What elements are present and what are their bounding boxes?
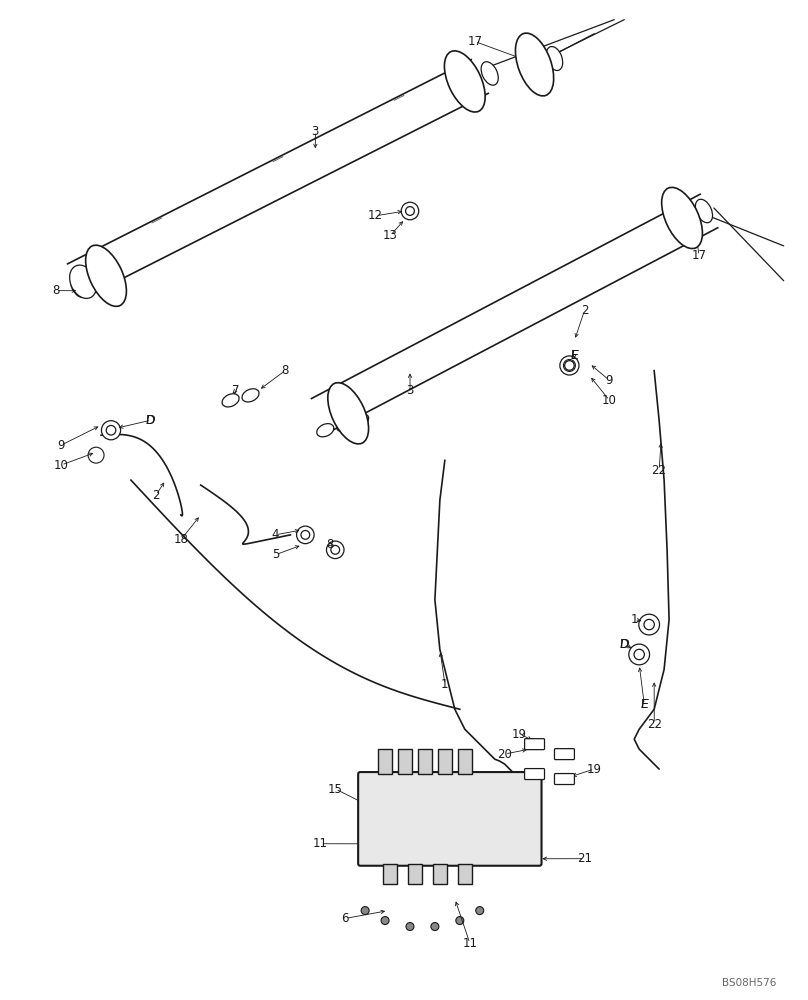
Ellipse shape [86, 245, 126, 306]
Text: 9: 9 [57, 439, 65, 452]
Ellipse shape [337, 419, 354, 432]
Text: 9: 9 [605, 374, 613, 387]
Text: D: D [620, 638, 629, 651]
Ellipse shape [671, 201, 693, 235]
Text: 11: 11 [462, 937, 478, 950]
Text: D: D [620, 638, 629, 651]
Circle shape [326, 541, 344, 559]
FancyBboxPatch shape [554, 774, 574, 785]
Ellipse shape [242, 389, 259, 402]
Ellipse shape [351, 414, 368, 427]
Text: E: E [570, 349, 579, 362]
Text: 6: 6 [342, 912, 349, 925]
Text: E: E [570, 349, 578, 362]
Text: 13: 13 [383, 229, 398, 242]
Text: 22: 22 [651, 464, 667, 477]
Ellipse shape [317, 424, 334, 437]
Text: 22: 22 [646, 718, 662, 731]
Text: 19: 19 [587, 763, 602, 776]
Text: 2: 2 [152, 489, 160, 502]
Bar [378, 749, 392, 774]
Text: D: D [146, 414, 156, 427]
Circle shape [639, 614, 659, 635]
Text: 20: 20 [497, 773, 512, 786]
Text: 19: 19 [512, 728, 527, 741]
Text: 7: 7 [232, 384, 239, 397]
Ellipse shape [95, 259, 117, 292]
Ellipse shape [662, 187, 702, 249]
Ellipse shape [481, 62, 499, 85]
Text: 1: 1 [630, 613, 638, 626]
Ellipse shape [546, 47, 562, 71]
Circle shape [431, 923, 439, 931]
Text: 4: 4 [271, 528, 280, 541]
FancyBboxPatch shape [358, 772, 541, 866]
Bar [433, 864, 447, 884]
Bar [458, 749, 472, 774]
Text: 7: 7 [347, 409, 354, 422]
Text: 8: 8 [282, 364, 289, 377]
Circle shape [402, 202, 419, 220]
Ellipse shape [524, 47, 545, 82]
Circle shape [560, 356, 579, 375]
Circle shape [406, 923, 414, 931]
Text: 17: 17 [467, 35, 482, 48]
Ellipse shape [328, 383, 368, 444]
Bar [438, 749, 452, 774]
Text: 3: 3 [312, 125, 319, 138]
Text: 17: 17 [692, 249, 706, 262]
Text: BS08H576: BS08H576 [722, 978, 776, 988]
Text: 8: 8 [53, 284, 60, 297]
FancyBboxPatch shape [524, 769, 545, 780]
Text: 8: 8 [326, 538, 334, 551]
Text: 20: 20 [497, 748, 512, 761]
Ellipse shape [337, 397, 360, 430]
Ellipse shape [70, 274, 88, 297]
Text: 14: 14 [99, 284, 114, 297]
Ellipse shape [696, 199, 713, 223]
Bar [383, 864, 397, 884]
Text: 3: 3 [406, 384, 414, 397]
Bar [398, 749, 412, 774]
Bar [458, 864, 472, 884]
Text: 21: 21 [577, 852, 592, 865]
Ellipse shape [69, 265, 97, 298]
Ellipse shape [222, 394, 239, 407]
Text: 10: 10 [54, 459, 69, 472]
Text: 11: 11 [313, 837, 328, 850]
Circle shape [381, 917, 389, 925]
Ellipse shape [444, 51, 485, 112]
Text: D: D [146, 414, 155, 427]
FancyBboxPatch shape [524, 739, 545, 750]
Text: 2: 2 [581, 304, 588, 317]
Bar [408, 864, 422, 884]
Text: 12: 12 [368, 209, 383, 222]
Text: 18: 18 [174, 533, 188, 546]
Circle shape [476, 907, 484, 915]
Text: E: E [641, 698, 648, 711]
Ellipse shape [516, 33, 553, 96]
Circle shape [629, 644, 650, 665]
Circle shape [361, 907, 369, 915]
Circle shape [102, 421, 120, 440]
Text: 1: 1 [441, 678, 448, 691]
Text: 5: 5 [271, 548, 279, 561]
Text: 10: 10 [602, 394, 617, 407]
Bar [418, 749, 432, 774]
Circle shape [297, 526, 314, 544]
FancyBboxPatch shape [554, 749, 574, 760]
Text: 15: 15 [328, 783, 343, 796]
Text: E: E [640, 698, 648, 711]
Ellipse shape [453, 65, 476, 98]
Circle shape [456, 917, 464, 925]
